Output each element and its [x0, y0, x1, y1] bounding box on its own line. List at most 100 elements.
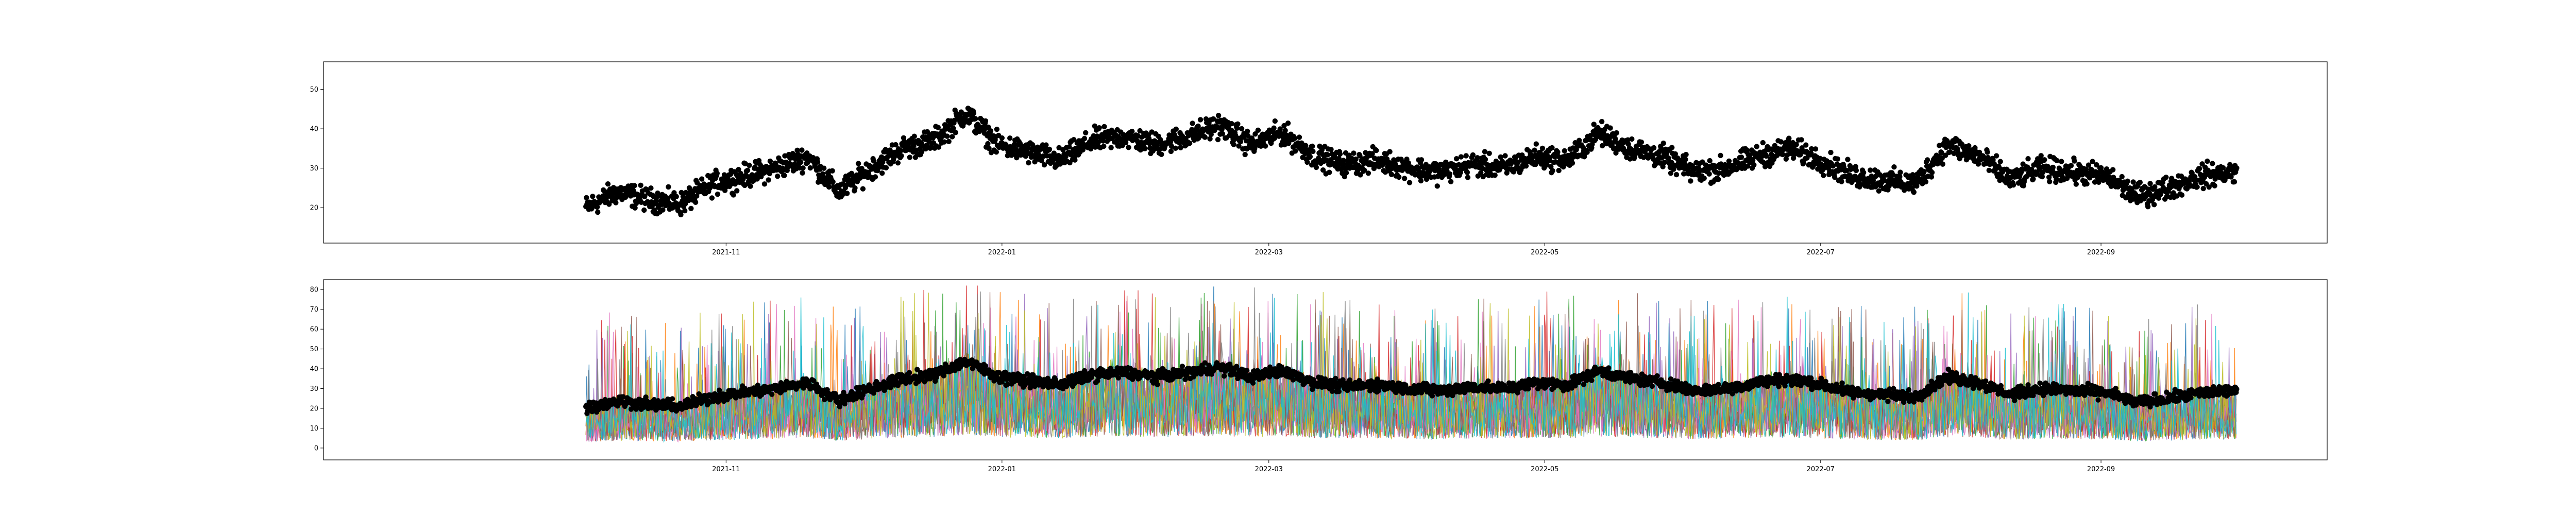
data-point: [844, 191, 850, 196]
data-point: [1234, 364, 1240, 369]
data-point: [1285, 121, 1291, 126]
data-point: [595, 209, 601, 215]
data-point: [1754, 144, 1759, 149]
data-point: [951, 126, 956, 131]
data-point: [736, 167, 741, 173]
data-point: [944, 133, 950, 139]
data-point: [666, 184, 671, 190]
data-point: [1081, 135, 1088, 142]
data-point: [2200, 185, 2206, 192]
data-point: [660, 207, 666, 213]
data-point: [1861, 170, 1867, 176]
data-point: [1046, 146, 1053, 152]
data-point: [1296, 134, 1302, 140]
data-point: [1584, 149, 1590, 155]
data-point: [1808, 150, 1814, 156]
data-point: [1101, 143, 1107, 149]
data-point: [744, 174, 750, 179]
data-point: [1966, 143, 1972, 149]
data-point: [1485, 378, 1491, 384]
data-point: [654, 194, 659, 200]
data-point: [1762, 164, 1768, 169]
top-x-tick-label: 2021-11: [712, 249, 740, 256]
data-point: [1310, 143, 1315, 149]
data-point: [1502, 153, 1508, 159]
data-point: [1747, 152, 1753, 158]
data-point: [1336, 389, 1342, 394]
data-point: [1555, 149, 1561, 155]
data-point: [1195, 123, 1201, 129]
data-point: [799, 147, 805, 153]
bottom-line-series: [585, 285, 2237, 443]
data-point: [1159, 151, 1164, 157]
data-point: [2073, 181, 2079, 187]
top-y-tick-label: 30: [310, 165, 318, 173]
data-point: [930, 135, 936, 141]
data-point: [683, 201, 688, 207]
data-point: [1925, 157, 1930, 163]
data-point: [971, 110, 977, 116]
data-point: [1821, 173, 1826, 178]
data-point: [1845, 157, 1851, 162]
data-point: [1577, 138, 1582, 143]
data-point: [883, 165, 889, 170]
data-point: [584, 195, 589, 201]
data-point: [1803, 142, 1809, 148]
data-point: [1043, 142, 1049, 148]
data-point: [1638, 139, 1645, 145]
data-point: [829, 168, 835, 174]
data-point: [791, 161, 798, 167]
data-point: [1229, 121, 1234, 127]
data-point: [850, 181, 856, 187]
data-point: [1475, 155, 1480, 161]
data-point: [1168, 148, 1174, 154]
data-point: [2125, 178, 2130, 184]
data-point: [1793, 142, 1799, 147]
data-point: [1137, 128, 1143, 134]
data-point: [1234, 125, 1240, 131]
top-y-tick-label: 20: [310, 204, 318, 212]
data-point: [2234, 165, 2240, 171]
data-point: [1337, 151, 1343, 157]
data-point: [655, 190, 660, 196]
data-point: [988, 128, 994, 134]
data-point: [632, 183, 637, 188]
data-point: [1486, 150, 1492, 156]
data-point: [1388, 171, 1395, 177]
data-point: [715, 191, 721, 197]
data-point: [1891, 164, 1897, 170]
data-point: [1293, 148, 1298, 154]
data-point: [1799, 137, 1804, 143]
data-point: [1613, 136, 1618, 142]
data-point: [1614, 130, 1619, 136]
data-point: [1780, 151, 1786, 158]
data-point: [1333, 375, 1338, 382]
data-point: [1504, 170, 1510, 176]
data-point: [1374, 147, 1379, 153]
data-point: [1673, 171, 1680, 178]
data-point: [1242, 151, 1248, 158]
data-point: [1550, 168, 1555, 174]
data-point: [898, 148, 904, 153]
data-point: [1221, 373, 1227, 379]
data-point: [2025, 156, 2031, 162]
data-point: [1341, 158, 1346, 163]
data-point: [1760, 140, 1766, 146]
data-point: [641, 207, 647, 213]
data-point: [1320, 167, 1326, 173]
data-point: [755, 166, 761, 173]
data-point: [2163, 175, 2169, 180]
data-point: [1751, 162, 1757, 168]
data-point: [1764, 153, 1769, 159]
data-point: [821, 165, 827, 171]
data-point: [1231, 142, 1236, 147]
data-point: [1632, 154, 1637, 160]
data-point: [1649, 383, 1655, 389]
data-point: [973, 116, 978, 122]
data-point: [1828, 149, 1834, 156]
data-point: [1014, 155, 1020, 161]
data-point: [1041, 162, 1047, 168]
data-point: [2038, 153, 2044, 159]
data-point: [1921, 168, 1927, 175]
